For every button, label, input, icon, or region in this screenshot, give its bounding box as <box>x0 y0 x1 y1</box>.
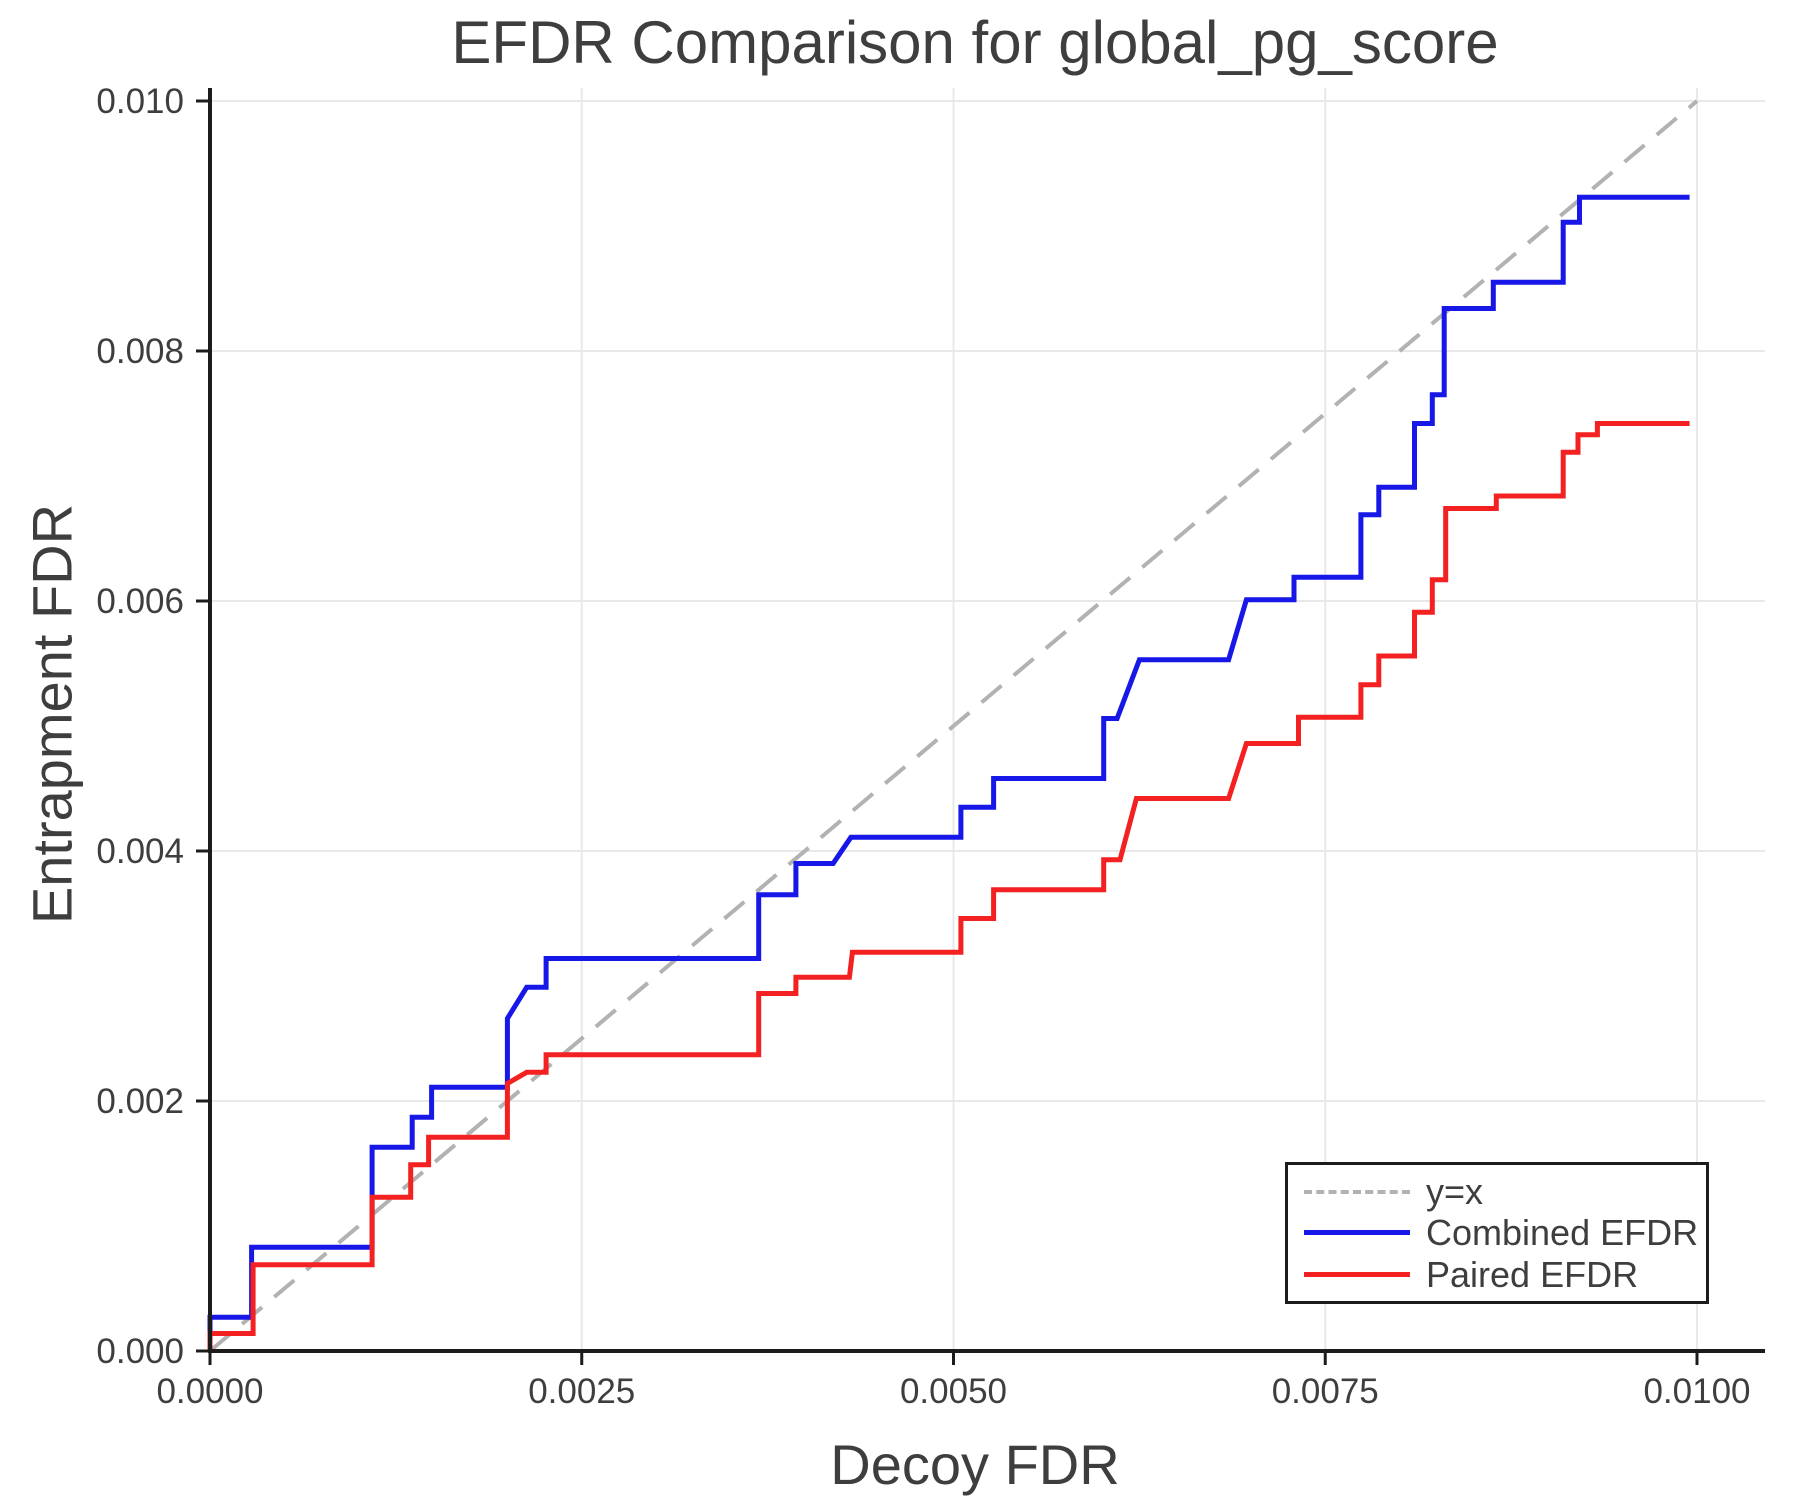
series-layer <box>207 194 1690 1351</box>
tick-labels: 0.0000 0.0025 0.0050 0.0075 0.0100 0.000 0.002… <box>96 82 1750 1411</box>
dashed-line-sample <box>1304 1189 1410 1194</box>
x-axis-label: Decoy FDR <box>830 1433 1120 1496</box>
y-tick-label: 0.000 <box>96 1332 184 1371</box>
legend-label: y=x <box>1426 1170 1484 1212</box>
x-tick-label: 0.0000 <box>156 1372 263 1411</box>
paired-efdr-line <box>207 421 1690 1351</box>
x-tick-label: 0.0025 <box>528 1372 635 1411</box>
y-tick-label: 0.004 <box>96 832 184 871</box>
y-tick-label: 0.002 <box>96 1082 184 1121</box>
axis-spines <box>208 88 1765 1353</box>
chart-title: EFDR Comparison for global_pg_score <box>451 9 1499 76</box>
axis-ticks <box>196 99 1699 1365</box>
legend-item-combined: Combined EFDR <box>1304 1213 1706 1253</box>
y-tick-label: 0.008 <box>96 332 184 371</box>
blue-line-sample <box>1304 1230 1410 1236</box>
y-tick-label: 0.010 <box>96 82 184 121</box>
y-tick-label: 0.006 <box>96 582 184 621</box>
combined-efdr-line <box>207 194 1690 1351</box>
legend-item-identity: y=x <box>1304 1172 1706 1212</box>
legend-item-paired: Paired EFDR <box>1304 1253 1706 1295</box>
legend-label: Paired EFDR <box>1426 1253 1639 1295</box>
red-line-sample <box>1304 1271 1410 1277</box>
legend-box: y=x Combined EFDR Paired EFDR <box>1285 1162 1709 1304</box>
x-tick-label: 0.0050 <box>900 1372 1007 1411</box>
y-axis-label: Entrapment FDR <box>20 503 84 925</box>
x-tick-label: 0.0075 <box>1272 1372 1379 1411</box>
legend-label: Combined EFDR <box>1426 1212 1699 1254</box>
x-tick-label: 0.0100 <box>1643 1372 1750 1411</box>
